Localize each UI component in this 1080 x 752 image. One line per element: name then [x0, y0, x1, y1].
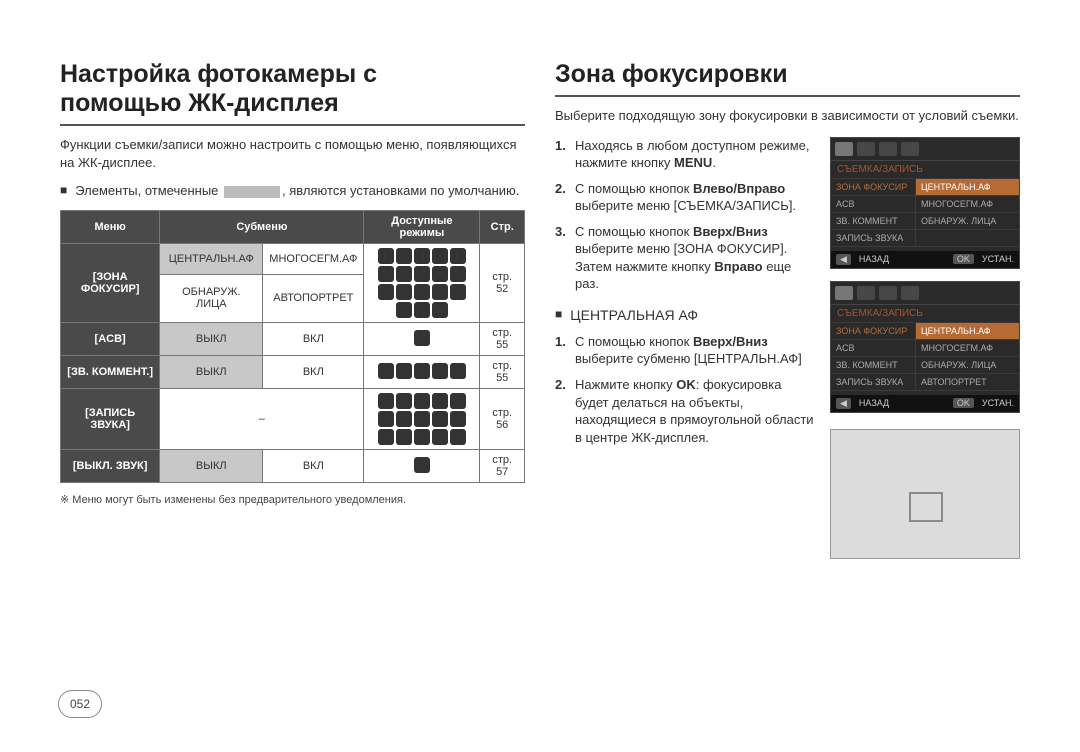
comm-on: ВКЛ — [263, 356, 364, 389]
settings-icon — [901, 142, 919, 156]
sub-central: ЦЕНТРАЛЬН.АФ — [160, 244, 263, 275]
title-line2: помощью ЖК-дисплея — [60, 89, 339, 117]
step: 2. С помощью кнопок Влево/Вправо выберит… — [555, 180, 816, 215]
page-comm: стр. 55 — [480, 356, 525, 389]
page-focus: стр. 52 — [480, 244, 525, 323]
right-title: Зона фокусировки — [555, 60, 1020, 89]
screen-tabs — [831, 282, 1019, 305]
af-rect — [909, 492, 943, 522]
table-row: [ЗОНА ФОКУСИР] ЦЕНТРАЛЬН.АФ МНОГОСЕГМ.АФ… — [61, 244, 525, 275]
sub-self: АВТОПОРТРЕТ — [263, 274, 364, 322]
mode-icons-set — [370, 248, 473, 318]
footnote-marker: ※ — [60, 494, 69, 506]
th-menu: Меню — [61, 211, 160, 244]
step: 1. Находясь в любом доступном режиме, на… — [555, 137, 816, 172]
steps-b: 1. С помощью кнопок Вверх/Вниз выберите … — [555, 333, 816, 446]
settings-icon — [901, 286, 919, 300]
step: 2. Нажмите кнопку OK: фокусировка будет … — [555, 376, 816, 446]
page-acb: стр. 55 — [480, 323, 525, 356]
modes-mute — [364, 450, 480, 483]
divider — [555, 95, 1020, 97]
bullet-icon: ■ — [555, 307, 562, 323]
footnote: ※ Меню могут быть изменены без предварит… — [60, 493, 525, 506]
row-focus-label: [ЗОНА ФОКУСИР] — [61, 244, 160, 323]
af-preview — [830, 429, 1020, 559]
camera-icon — [835, 286, 853, 300]
default-chip — [224, 186, 280, 198]
screen-stack: СЪЕМКА/ЗАПИСЬ ЗОНА ФОКУСИРЦЕНТРАЛЬН.АФ A… — [830, 137, 1020, 559]
row-mute-label: [ВЫКЛ. ЗВУК] — [61, 450, 160, 483]
left-column: Настройка фотокамеры с помощью ЖК-диспле… — [60, 60, 525, 559]
note-text: Элементы, отмеченные , являются установк… — [75, 183, 519, 198]
table-row: [ЗАПИСЬ ЗВУКА] – стр. 56 — [61, 389, 525, 450]
sound-icon — [857, 286, 875, 300]
screen-section-title: СЪЕМКА/ЗАПИСЬ — [831, 161, 1019, 179]
step: 1. С помощью кнопок Вверх/Вниз выберите … — [555, 333, 816, 368]
acb-off: ВЫКЛ — [160, 323, 263, 356]
th-page: Стр. — [480, 211, 525, 244]
th-modes: Доступные режимы — [364, 211, 480, 244]
step: 3. С помощью кнопок Вверх/Вниз выберите … — [555, 223, 816, 293]
menu-table: Меню Субменю Доступные режимы Стр. [ЗОНА… — [60, 210, 525, 483]
default-note: ■ Элементы, отмеченные , являются устано… — [60, 183, 525, 198]
comm-off: ВЫКЛ — [160, 356, 263, 389]
row-acb-label: [ACB] — [61, 323, 160, 356]
left-title: Настройка фотокамеры с помощью ЖК-диспле… — [60, 60, 525, 118]
camera-icon — [835, 142, 853, 156]
right-column: Зона фокусировки Выберите подходящую зон… — [555, 60, 1020, 559]
mute-off: ВЫКЛ — [160, 450, 263, 483]
table-header-row: Меню Субменю Доступные режимы Стр. — [61, 211, 525, 244]
divider — [60, 124, 525, 126]
modes-comm — [364, 356, 480, 389]
rec-sub: – — [160, 389, 364, 450]
screen-footer: ◀ НАЗАД OK УСТАН. — [831, 395, 1019, 412]
table-row: [ЗВ. КОММЕНТ.] ВЫКЛ ВКЛ стр. 55 — [61, 356, 525, 389]
screen-tabs — [831, 138, 1019, 161]
page-rec: стр. 56 — [480, 389, 525, 450]
sound-icon — [857, 142, 875, 156]
page-number: 052 — [58, 690, 102, 718]
footnote-text: Меню могут быть изменены без предварител… — [72, 494, 406, 506]
sub-face: ОБНАРУЖ. ЛИЦА — [160, 274, 263, 322]
mute-on: ВКЛ — [263, 450, 364, 483]
title-line1: Настройка фотокамеры с — [60, 60, 377, 88]
table-row: [ACB] ВЫКЛ ВКЛ стр. 55 — [61, 323, 525, 356]
display-icon — [879, 286, 897, 300]
bullet-icon: ■ — [60, 183, 67, 198]
row-comm-label: [ЗВ. КОММЕНТ.] — [61, 356, 160, 389]
subheading-row: ■ ЦЕНТРАЛЬНАЯ АФ — [555, 307, 816, 323]
screen-section-title: СЪЕМКА/ЗАПИСЬ — [831, 305, 1019, 323]
row-rec-label: [ЗАПИСЬ ЗВУКА] — [61, 389, 160, 450]
subheading: ЦЕНТРАЛЬНАЯ АФ — [570, 307, 698, 323]
steps-a: 1. Находясь в любом доступном режиме, на… — [555, 137, 816, 293]
screen-footer: ◀ НАЗАД OK УСТАН. — [831, 251, 1019, 268]
modes-rec — [364, 389, 480, 450]
acb-on: ВКЛ — [263, 323, 364, 356]
page-mute: стр. 57 — [480, 450, 525, 483]
modes-acb — [364, 323, 480, 356]
sub-multi: МНОГОСЕГМ.АФ — [263, 244, 364, 275]
right-desc: Выберите подходящую зону фокусировки в з… — [555, 107, 1020, 125]
camera-screen-2: СЪЕМКА/ЗАПИСЬ ЗОНА ФОКУСИРЦЕНТРАЛЬН.АФ A… — [830, 281, 1020, 413]
modes-focus — [364, 244, 480, 323]
camera-screen-1: СЪЕМКА/ЗАПИСЬ ЗОНА ФОКУСИРЦЕНТРАЛЬН.АФ A… — [830, 137, 1020, 269]
left-desc: Функции съемки/записи можно настроить с … — [60, 136, 525, 171]
display-icon — [879, 142, 897, 156]
table-row: [ВЫКЛ. ЗВУК] ВЫКЛ ВКЛ стр. 57 — [61, 450, 525, 483]
th-sub: Субменю — [160, 211, 364, 244]
